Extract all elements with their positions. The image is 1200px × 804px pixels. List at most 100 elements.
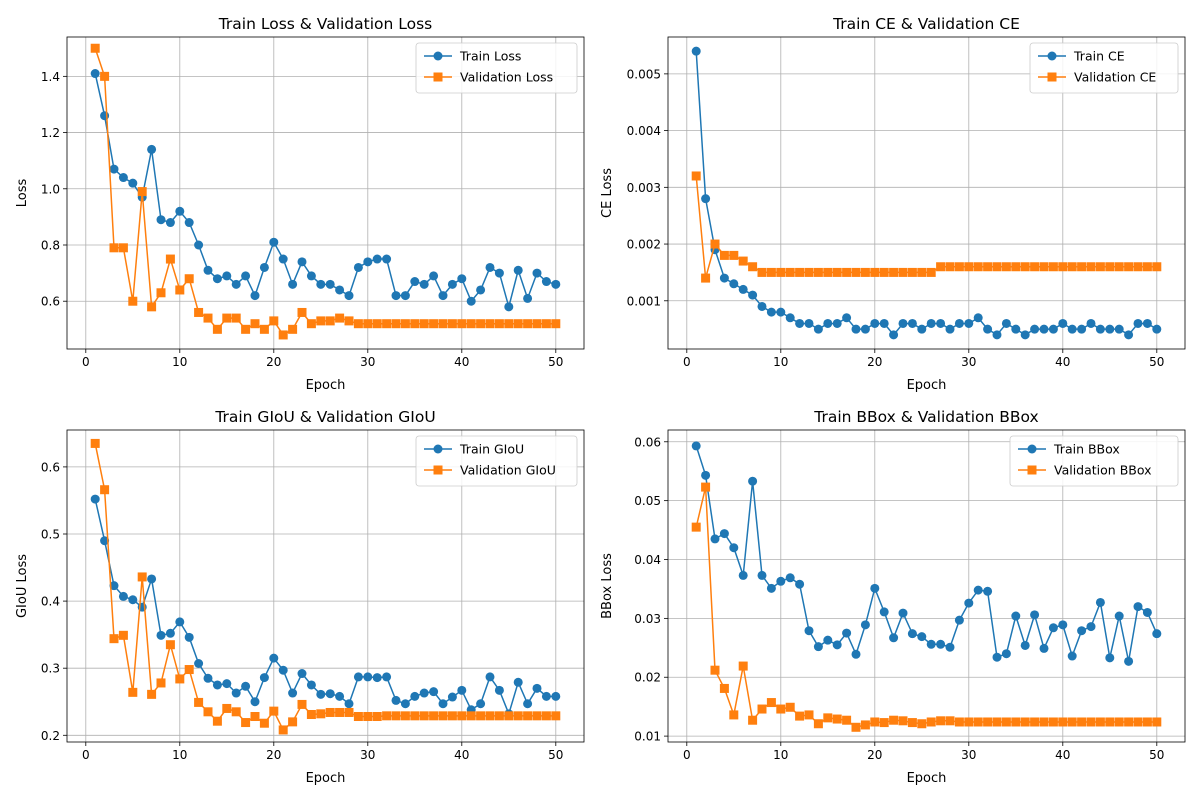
data-point (945, 324, 955, 334)
data-point (879, 267, 889, 277)
data-point (748, 262, 758, 272)
data-point (1124, 656, 1134, 666)
x-tick-label: 10 (172, 748, 187, 762)
data-point (306, 271, 316, 281)
data-point (851, 649, 861, 659)
x-axis-label: Epoch (306, 378, 346, 393)
data-point (513, 677, 523, 687)
data-point (250, 712, 260, 722)
data-point (785, 573, 795, 583)
data-point (1133, 262, 1143, 272)
data-point (1011, 717, 1021, 727)
data-point (785, 267, 795, 277)
data-point (729, 250, 739, 260)
data-point (212, 716, 222, 726)
data-point (372, 712, 382, 722)
data-point (964, 262, 974, 272)
data-point (907, 718, 917, 728)
data-point (973, 262, 983, 272)
data-point (1067, 651, 1077, 661)
x-tick-label: 0 (82, 355, 90, 369)
data-point (719, 273, 729, 283)
axes-frame (66, 429, 585, 743)
data-point (335, 313, 345, 323)
data-point (363, 672, 373, 682)
data-point (954, 262, 964, 272)
data-point (860, 720, 870, 730)
data-point (476, 711, 486, 721)
data-point (926, 267, 936, 277)
data-point (344, 316, 354, 326)
data-point (738, 570, 748, 580)
data-point (316, 689, 326, 699)
data-point (297, 307, 307, 317)
data-point (551, 279, 561, 289)
data-point (1105, 262, 1115, 272)
data-point (466, 319, 476, 329)
data-point (363, 712, 373, 722)
data-point (1011, 324, 1021, 334)
data-point (410, 277, 420, 287)
data-point (147, 574, 157, 584)
data-point (165, 640, 175, 650)
data-point (316, 709, 326, 719)
data-point (184, 274, 194, 284)
y-axis-label: GIoU Loss (15, 554, 30, 618)
data-point (1114, 717, 1124, 727)
data-point (851, 267, 861, 277)
data-point (719, 529, 729, 539)
data-point (109, 634, 119, 644)
data-point (372, 319, 382, 329)
axes-frame (667, 36, 1186, 350)
data-point (738, 284, 748, 294)
data-point (954, 717, 964, 727)
data-point (447, 279, 457, 289)
data-point (222, 703, 232, 713)
data-point (278, 665, 288, 675)
data-point (917, 267, 927, 277)
data-point (1048, 623, 1058, 633)
data-point (860, 267, 870, 277)
y-axis-label: CE Loss (600, 168, 615, 218)
data-point (118, 173, 128, 183)
data-point (926, 639, 936, 649)
data-point (109, 581, 119, 591)
subplot-4: 0 10 20 30 40 50 0.01 0.02 0.03 0.04 0.05 0.06 Train… (600, 408, 1186, 786)
data-point (748, 715, 758, 725)
data-point (419, 688, 429, 698)
data-point (701, 194, 711, 204)
x-tick-label: 20 (266, 355, 281, 369)
data-point (184, 632, 194, 642)
data-point (1048, 262, 1058, 272)
x-tick-label: 20 (867, 748, 882, 762)
data-point (1030, 262, 1040, 272)
data-point (701, 273, 711, 283)
data-point (128, 296, 138, 306)
data-point (691, 522, 701, 532)
data-point (889, 633, 899, 643)
legend: Train CE Validation CE (1029, 42, 1179, 94)
data-point (766, 698, 776, 708)
y-tick-label: 0.06 (634, 435, 661, 449)
data-point (832, 640, 842, 650)
data-point (1077, 262, 1087, 272)
data-point (1020, 640, 1030, 650)
data-point (532, 319, 542, 329)
data-point (551, 319, 561, 329)
legend-marker (433, 444, 443, 454)
data-point (719, 683, 729, 693)
data-point (137, 572, 147, 582)
data-point (128, 595, 138, 605)
axes-frame (667, 429, 1186, 743)
data-point (109, 243, 119, 253)
legend-label: Validation BBox (1054, 463, 1152, 478)
data-point (1077, 324, 1087, 334)
data-point (823, 635, 833, 645)
data-point (1133, 318, 1143, 328)
data-point (100, 71, 110, 81)
data-point (344, 707, 354, 717)
data-point (297, 699, 307, 709)
x-tick-label: 40 (1055, 748, 1070, 762)
data-point (269, 316, 279, 326)
data-point (1114, 262, 1124, 272)
